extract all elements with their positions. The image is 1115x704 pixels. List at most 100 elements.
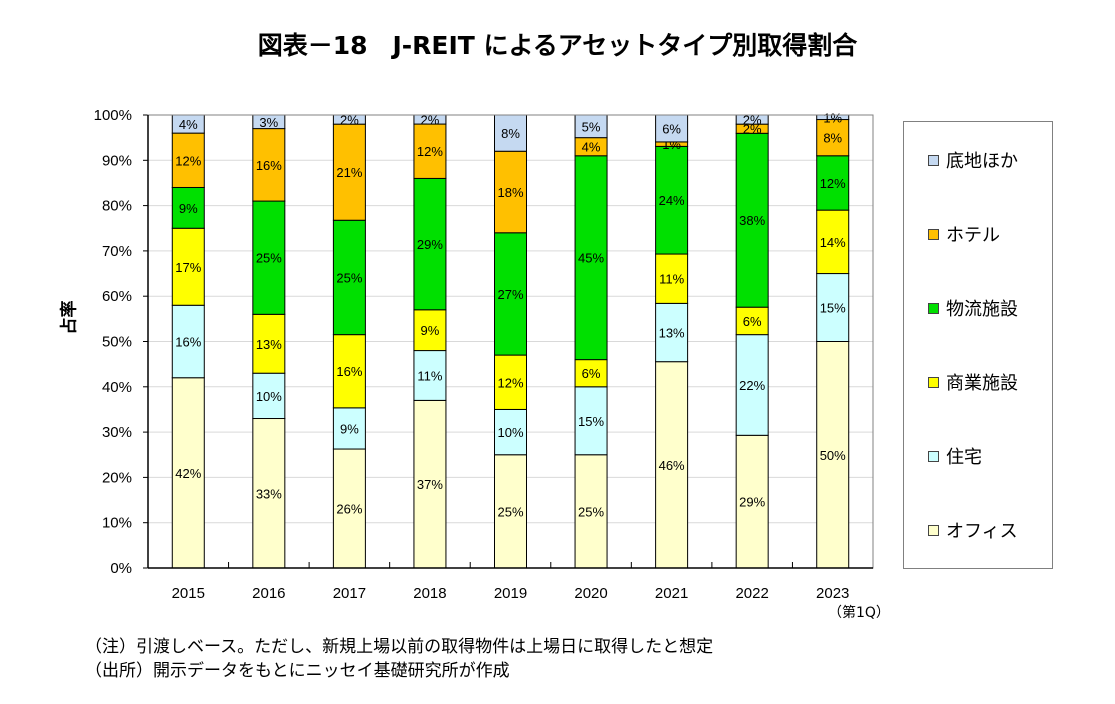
bar-segment	[494, 232, 527, 356]
legend-label: 物流施設	[946, 299, 1018, 320]
data-label: 22%	[739, 378, 765, 393]
bar-segment	[332, 123, 366, 221]
bar-segment	[735, 434, 769, 569]
data-label: 9%	[179, 201, 198, 216]
x-tick-label: 2022	[735, 585, 768, 602]
y-tick-label: 70%	[102, 243, 132, 260]
bar-segment	[413, 309, 447, 352]
legend-label: 住宅	[946, 447, 982, 468]
y-tick-label: 60%	[102, 288, 132, 305]
legend-label: 商業施設	[946, 373, 1018, 394]
data-label: 42%	[175, 466, 201, 481]
data-label: 13%	[659, 326, 685, 341]
x-tick-label: 2021	[655, 585, 688, 602]
bar-segment	[735, 306, 769, 336]
data-label: 24%	[659, 193, 685, 208]
bar-segment	[816, 209, 850, 275]
bar-segment	[494, 454, 527, 569]
data-label: 15%	[820, 301, 846, 316]
data-label: 27%	[497, 287, 523, 302]
bar-segment	[574, 386, 608, 456]
bar-segment	[332, 334, 366, 409]
bar-segment	[494, 408, 527, 456]
legend-swatch	[928, 524, 939, 536]
y-tick-label: 50%	[102, 334, 132, 351]
data-label: 37%	[417, 477, 443, 492]
bar-segment	[252, 313, 286, 374]
data-label: 3%	[259, 115, 278, 130]
data-label: 12%	[497, 375, 523, 390]
bar-segment	[413, 177, 447, 311]
legend-item: オフィス	[928, 517, 1018, 543]
y-axis-label: 占率	[59, 300, 80, 335]
data-label: 4%	[179, 117, 198, 132]
chart-title: 図表－18 J-REIT によるアセットタイプ別取得割合	[257, 31, 858, 60]
bar-segment	[735, 132, 769, 308]
category-note: （第1Q）	[828, 605, 890, 621]
bar-segment	[252, 372, 286, 420]
bar-segment	[494, 150, 527, 234]
legend-swatch	[928, 302, 939, 314]
x-tick-label: 2016	[252, 585, 285, 602]
data-label: 13%	[256, 337, 282, 352]
y-tick-label: 10%	[102, 515, 132, 532]
data-label: 25%	[256, 251, 282, 266]
bar-segment	[655, 114, 689, 143]
bar-segment	[816, 155, 850, 211]
data-label: 29%	[417, 237, 443, 252]
legend-swatch	[928, 154, 939, 166]
data-label: 1%	[823, 110, 842, 125]
data-label: 2%	[421, 113, 440, 128]
data-label: 10%	[256, 389, 282, 404]
legend-label: 底地ほか	[946, 151, 1018, 172]
data-label: 18%	[497, 185, 523, 200]
data-label: 9%	[340, 421, 359, 436]
data-label: 16%	[336, 364, 362, 379]
bar-segment	[574, 454, 608, 569]
data-label: 14%	[820, 235, 846, 250]
legend-item: 物流施設	[928, 295, 1018, 321]
data-label: 8%	[823, 131, 842, 146]
data-label: 45%	[578, 251, 604, 266]
data-label: 8%	[501, 126, 520, 141]
y-tick-label: 100%	[94, 107, 132, 124]
legend: 底地ほかホテル物流施設商業施設住宅オフィス	[903, 121, 1053, 569]
data-label: 6%	[662, 121, 681, 136]
bars: 42% 16% 17% 9% 12% 4% 33% 10% 13% 25% 16% 3% 26% 9% 16…	[171, 110, 850, 569]
y-tick-label: 80%	[102, 198, 132, 215]
data-label: 9%	[421, 323, 440, 338]
y-tick-label: 30%	[102, 424, 132, 441]
data-label: 2%	[340, 113, 359, 128]
data-label: 25%	[497, 504, 523, 519]
legend-label: ホテル	[946, 225, 1000, 246]
data-label: 26%	[336, 502, 362, 517]
bar-segment	[332, 407, 366, 450]
bar-segment	[171, 227, 205, 306]
data-label: 21%	[336, 165, 362, 180]
y-tick-label: 90%	[102, 152, 132, 169]
legend-swatch	[928, 228, 939, 240]
legend-swatch	[928, 450, 939, 462]
legend-item: 住宅	[928, 443, 982, 469]
x-tick-label: 2019	[494, 585, 527, 602]
data-label: 17%	[175, 260, 201, 275]
bar-segment	[252, 200, 286, 315]
x-tick-label: 2018	[413, 585, 446, 602]
data-label: 10%	[497, 425, 523, 440]
bar-segment	[332, 448, 366, 569]
bar-segment	[413, 399, 447, 569]
bar-segment	[655, 145, 689, 255]
axes: 0% 10% 20% 30% 40% 50% 60% 70% 80% 90% 100% 2015 201…	[94, 107, 874, 602]
y-tick-label: 20%	[102, 469, 132, 486]
data-label: 2%	[743, 113, 762, 128]
legend-swatch	[928, 376, 939, 388]
data-label: 5%	[582, 119, 601, 134]
data-label: 33%	[256, 486, 282, 501]
data-label: 16%	[175, 335, 201, 350]
bar-segment	[413, 350, 447, 401]
x-tick-label: 2020	[574, 585, 607, 602]
footnote-note: （注）引渡しベース。ただし、新規上場以前の取得物件は上場日に取得したと想定	[85, 637, 714, 657]
bar-segment	[574, 359, 608, 388]
footnote-source: （出所）開示データをもとにニッセイ基礎研究所が作成	[85, 661, 510, 681]
